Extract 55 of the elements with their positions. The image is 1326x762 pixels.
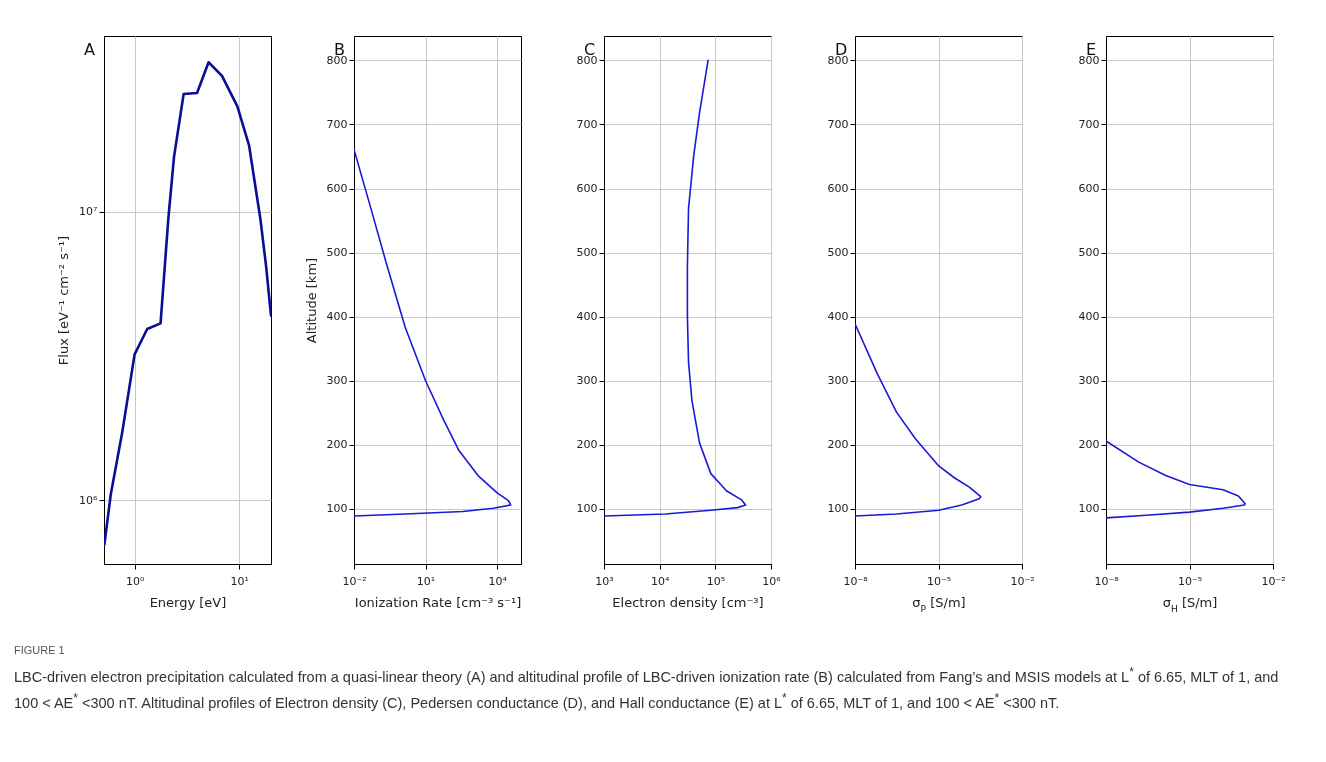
x-tick-label: 10⁵ — [706, 574, 726, 588]
y-tick-label: 10⁷ — [79, 205, 98, 219]
y-tick-label: 100 — [326, 502, 348, 516]
y-tick-label: 400 — [576, 310, 598, 324]
y-tick-label: 400 — [1078, 310, 1100, 324]
y-axis-title: Flux [eV⁻¹ cm⁻² s⁻¹] — [56, 235, 72, 366]
x-tick-label: 10¹ — [416, 574, 436, 588]
y-tick-label: 100 — [576, 502, 598, 516]
x-tick-label: 10¹ — [230, 574, 249, 588]
y-tick-label: 200 — [326, 438, 348, 452]
x-tick-label: 10⁻⁸ — [843, 574, 869, 588]
y-tick-label: 600 — [1078, 182, 1100, 195]
x-tick-label: 10⁴ — [650, 574, 670, 588]
y-tick-label: 400 — [827, 310, 849, 324]
y-axis-title: Altitude [km] — [303, 257, 319, 344]
x-tick-label: 10⁻² — [342, 574, 367, 588]
y-tick-label: 300 — [1078, 374, 1100, 388]
y-tick-label: 100 — [1078, 502, 1100, 516]
y-tick-label: 500 — [326, 246, 348, 260]
y-tick-label: 800 — [827, 53, 849, 67]
y-tick-label: 600 — [576, 182, 598, 195]
y-tick-label: 700 — [827, 117, 849, 131]
x-tick-label: 10⁻² — [1010, 574, 1035, 588]
y-tick-label: 500 — [827, 246, 849, 260]
y-tick-label: 400 — [326, 310, 348, 324]
y-tick-label: 300 — [576, 374, 598, 388]
x-axis-title: Energy [eV] — [149, 594, 227, 610]
x-tick-label: 10³ — [595, 574, 614, 588]
y-tick-label: 600 — [827, 182, 849, 195]
caption: FIGURE 1 — [14, 644, 66, 656]
x-axis-title: Ionization Rate [cm⁻³ s⁻¹] — [354, 594, 522, 610]
y-tick-label: 300 — [827, 374, 849, 388]
x-tick-label: 10⁻⁵ — [1177, 574, 1203, 588]
x-tick-label: 10⁻⁵ — [926, 574, 952, 588]
y-tick-label: 500 — [1078, 246, 1100, 260]
y-tick-label: 700 — [576, 117, 598, 131]
y-tick-label: 500 — [576, 246, 598, 260]
y-tick-label: 200 — [576, 438, 598, 452]
x-tick-label: 10⁰ — [125, 574, 145, 588]
x-axis-title: σ$_{P}$ [S/m] — [912, 594, 966, 614]
y-tick-label: 200 — [1078, 438, 1100, 452]
chart-title: A — [84, 40, 95, 59]
y-tick-label: 700 — [326, 117, 348, 131]
x-axis-title: Electron density [cm⁻³] — [612, 594, 764, 610]
y-tick-label: 100 — [827, 502, 849, 516]
y-tick-label: 300 — [326, 374, 348, 388]
x-tick-label: 10⁶ — [762, 574, 782, 588]
x-tick-label: 10⁴ — [488, 574, 508, 588]
y-tick-label: 200 — [827, 438, 849, 452]
text: LBC-driven electron precipitation calculated from a quasi-linear theory (A) and altitudinal profile of LBC-driven ionization rate (B) calculated from Fang’s and MSIS models at L$^{*}$ of 6.65, MLT of 1, and 100 < AE$^{*}$ <300 nT. Altitudinal profiles of Electron density (C), Pedersen conductance (D), and Hall conductance (E) at L$^{*}$ of 6.65, MLT of 1, and 100 < AE$^{*}$ <300 nT. — [14, 665, 1279, 711]
x-tick-label: 10⁻⁸ — [1094, 574, 1120, 588]
x-tick-label: 10⁻² — [1261, 574, 1286, 588]
y-tick-label: 700 — [1078, 117, 1100, 131]
x-axis-title: σ$_{H}$ [S/m] — [1162, 594, 1218, 614]
y-tick-label: 600 — [326, 182, 348, 195]
